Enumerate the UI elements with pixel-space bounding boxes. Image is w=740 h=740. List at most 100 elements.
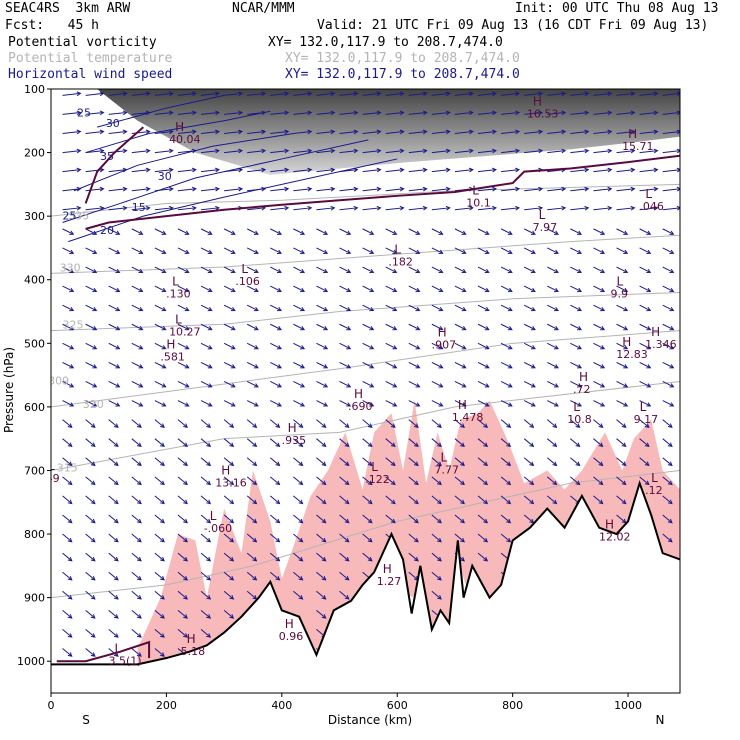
wind-arrowhead [553,364,559,369]
wind-arrow [108,207,127,211]
wind-arrow [431,381,443,388]
wind-arrowhead [321,480,327,486]
wind-arrow [616,247,628,254]
wind-arrow [154,111,173,115]
wind-arrowhead [76,167,82,173]
wind-arrowhead [113,518,119,524]
wind-arrow [62,514,73,524]
wind-arrowhead [630,167,636,173]
wind-arrowhead [392,383,398,388]
wind-arrowhead [191,110,197,116]
wind-arrowhead [507,364,513,369]
wind-arrowhead [667,461,673,467]
wind-arrowhead [253,287,259,293]
wind-arrowhead [646,364,652,369]
wind-arrowhead [238,110,244,116]
wind-arrowhead [183,461,188,467]
wind-arrowhead [344,595,350,600]
wind-arrowhead [206,614,212,619]
theta-contour [51,291,680,332]
wind-arrowhead [607,205,613,211]
wind-arrow [108,438,119,447]
wind-arrow [177,438,188,447]
wind-arrow [247,150,266,154]
wind-arrow [616,361,628,369]
wind-arrow [131,648,142,657]
pv-extremum: L.130 [166,275,191,301]
wind-arrow [431,438,442,447]
wind-arrow [431,92,450,96]
wind-speed-label: 15 [132,201,146,214]
wind-arrowhead [160,614,165,619]
wind-arrow [431,552,442,562]
wind-arrow [177,400,189,407]
wind-arrowhead [206,499,212,505]
wind-arrow [316,323,328,331]
wind-arrowhead [191,205,197,211]
wind-arrow [316,111,335,115]
wind-arrow [200,228,212,235]
wind-arrowhead [90,442,96,448]
wind-arrow [500,285,513,292]
wind-arrow [500,361,513,369]
wind-arrowhead [67,633,73,638]
wind-arrow [385,381,397,388]
wind-arrow [85,457,96,466]
wind-arrowhead [460,461,465,467]
wind-arrow [385,476,396,485]
wind-arrowhead [138,249,144,254]
wind-arrowhead [161,268,167,274]
wind-arrow [246,247,259,254]
wind-arrowhead [230,287,236,293]
wind-arrow [408,131,427,135]
wind-arrowhead [207,364,213,369]
pv-shading-region [97,89,680,175]
wind-arrow [570,400,582,407]
wind-arrowhead [369,306,375,312]
wind-arrowhead [538,110,544,116]
wind-arrow [62,629,73,638]
wind-arrowhead [460,537,465,543]
wind-arrowhead [346,383,352,388]
wind-arrow [293,304,305,311]
pv-extremum-value: .130 [166,288,191,301]
wind-arrow [85,571,96,581]
wind-arrowhead [136,480,142,486]
wind-arrowhead [76,110,82,116]
wind-arrow [431,188,450,192]
wind-arrow [154,285,166,292]
wind-arrowhead [600,326,606,331]
wind-arrow [570,419,580,428]
wind-arrowhead [507,306,513,312]
wind-arrow [639,361,651,369]
wind-arrowhead [445,91,451,97]
wind-arrow [200,361,212,369]
wind-arrow [431,514,442,524]
wind-arrow [431,323,443,331]
wind-arrowhead [667,499,673,505]
wind-arrow [408,476,419,485]
wind-arrowhead [160,556,165,562]
wind-arrow [454,131,473,135]
wind-arrow [385,111,404,115]
wind-arrowhead [623,249,629,254]
wind-arrowhead [552,423,558,428]
wind-arrowhead [160,633,165,638]
wind-arrow [547,207,566,211]
wind-arrow [85,590,96,600]
wind-arrowhead [390,442,396,448]
wind-arrow [408,571,419,581]
wind-arrow [570,342,582,350]
wind-arrow [85,323,97,331]
wind-arrow [177,533,188,543]
wind-arrow [108,514,119,524]
wind-arrow [62,438,73,447]
wind-arrowhead [183,480,188,486]
wind-arrow [639,285,651,292]
wind-arrowhead [507,249,513,254]
wind-arrow [454,304,466,311]
wind-arrowhead [415,306,421,312]
wind-arrowhead [484,383,490,388]
terrain-fill [51,483,680,693]
wind-arrowhead [623,287,629,293]
